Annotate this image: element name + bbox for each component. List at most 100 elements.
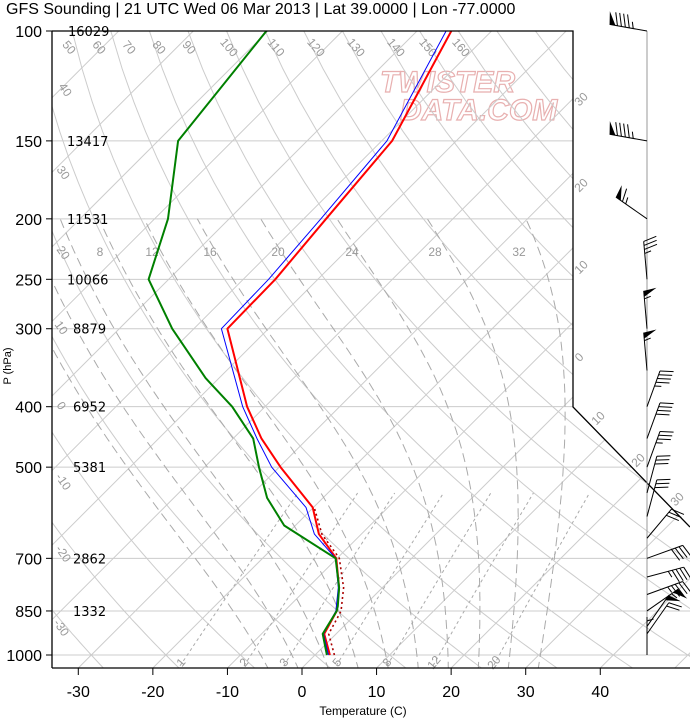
dry-adiabat-line xyxy=(52,31,410,668)
x-tick-label: 0 xyxy=(298,684,307,701)
wind-barb-half xyxy=(631,131,634,139)
wind-barb-full xyxy=(668,511,682,518)
wind-barb xyxy=(646,455,671,494)
wind-barb xyxy=(646,430,674,468)
y-tick-label: 100 xyxy=(15,24,42,41)
wind-barb xyxy=(609,121,648,142)
wind-barb-staff xyxy=(646,370,661,407)
wind-barb xyxy=(646,602,682,635)
dry-adiabat-line xyxy=(110,31,637,668)
x-tick-label: 10 xyxy=(368,684,386,701)
isotherm-label-right: 30 xyxy=(571,89,591,109)
height-label: 11531 xyxy=(67,213,108,228)
wind-barb-full xyxy=(627,124,630,138)
mixing-ratio-label: 3 xyxy=(276,655,291,669)
x-tick-label: -10 xyxy=(216,684,239,701)
wind-barb xyxy=(646,478,671,517)
dry-adiabat-line xyxy=(71,31,562,668)
isotherm-line xyxy=(52,31,449,668)
wind-barb-full xyxy=(627,14,630,28)
wind-barb-full xyxy=(678,582,688,595)
wind-barb-staff xyxy=(609,23,648,32)
wind-barb-half xyxy=(631,21,634,29)
x-tick-label: -30 xyxy=(67,684,90,701)
wind-barb-full xyxy=(643,239,657,246)
mixing-ratio-line xyxy=(176,492,299,668)
series-virtual-temperature-line xyxy=(313,507,345,656)
wind-barb-full xyxy=(658,434,673,437)
mixing-ratio-line xyxy=(490,492,590,668)
dry-adiabat-line xyxy=(226,31,690,668)
height-label: 8879 xyxy=(73,323,106,338)
isotherm-line xyxy=(152,31,690,668)
isotherm-label-left: 10 xyxy=(52,318,71,337)
svg-text:TWISTER: TWISTER xyxy=(380,66,515,99)
y-tick-label: 200 xyxy=(15,212,42,229)
wind-barb xyxy=(646,566,690,583)
moist-adiabat-label: 24 xyxy=(345,245,359,259)
dry-adiabat-label: 160 xyxy=(449,35,473,60)
series-dewpoint-line xyxy=(147,31,341,656)
moist-adiabat-line xyxy=(260,218,449,668)
height-label: 6952 xyxy=(73,401,106,416)
dry-adiabat-line xyxy=(535,31,690,668)
wind-barb xyxy=(615,185,648,220)
dry-adiabat-line xyxy=(52,31,486,668)
mixing-ratio-line xyxy=(332,492,444,668)
dry-adiabat-line xyxy=(52,31,183,668)
isotherm-label-right: 0 xyxy=(572,350,587,365)
wind-barb-staff xyxy=(643,241,648,280)
height-label: 1332 xyxy=(73,605,106,620)
plot-frame xyxy=(52,30,690,528)
x-tick-label: 30 xyxy=(517,684,535,701)
wind-barb-full xyxy=(615,12,618,26)
height-label: 2862 xyxy=(73,552,106,567)
wind-barb-full xyxy=(671,508,685,515)
isotherm-line xyxy=(77,31,690,668)
wind-barb-full xyxy=(666,605,680,611)
y-tick-label: 300 xyxy=(15,322,42,339)
wind-barb-staff xyxy=(646,581,683,595)
wind-barb-full xyxy=(666,514,680,522)
wind-barb-full xyxy=(678,546,688,558)
wind-barb xyxy=(643,329,657,371)
wind-barb-staff xyxy=(609,133,648,142)
mixing-ratio-line xyxy=(383,492,492,668)
isotherm-line xyxy=(525,31,690,668)
wind-barb-full xyxy=(671,570,680,583)
wind-barb-half xyxy=(644,250,652,254)
wind-barb xyxy=(609,11,648,32)
wind-barb-staff xyxy=(646,588,679,612)
y-tick-label: 150 xyxy=(15,134,42,151)
wind-barb-staff xyxy=(646,431,661,468)
x-tick-label: 40 xyxy=(591,684,609,701)
wind-barb-full xyxy=(621,188,628,202)
wind-barb-half xyxy=(646,618,654,622)
wind-barb-full xyxy=(619,122,622,137)
y-tick-label: 1000 xyxy=(6,648,42,665)
wind-barb-half xyxy=(667,571,673,578)
wind-barb-full xyxy=(679,567,688,581)
wind-barb-half xyxy=(667,586,673,593)
moist-adiabat-label: 16 xyxy=(203,245,217,259)
moist-adiabat-label: 8 xyxy=(97,245,104,259)
wind-barb-staff xyxy=(646,595,670,627)
x-tick-label: -20 xyxy=(141,684,164,701)
isotherm-line xyxy=(227,31,690,668)
wind-barb-staff xyxy=(615,196,648,220)
wind-barb-full xyxy=(658,374,673,376)
dry-adiabat-label: 60 xyxy=(89,38,109,57)
moist-adiabat-label: 20 xyxy=(271,245,285,259)
wind-barb-full xyxy=(657,377,671,380)
wind-barb-full xyxy=(623,123,626,138)
y-tick-label: 850 xyxy=(15,604,42,621)
wind-barb-staff xyxy=(643,332,648,371)
mixing-ratio-line xyxy=(429,492,534,668)
wind-barb-full xyxy=(682,581,690,593)
moist-adiabat-line xyxy=(336,218,481,668)
wind-barb xyxy=(646,370,674,407)
wind-barb-full xyxy=(615,122,618,136)
wind-barb-full xyxy=(658,406,673,408)
dry-adiabat-label: 140 xyxy=(384,35,408,60)
